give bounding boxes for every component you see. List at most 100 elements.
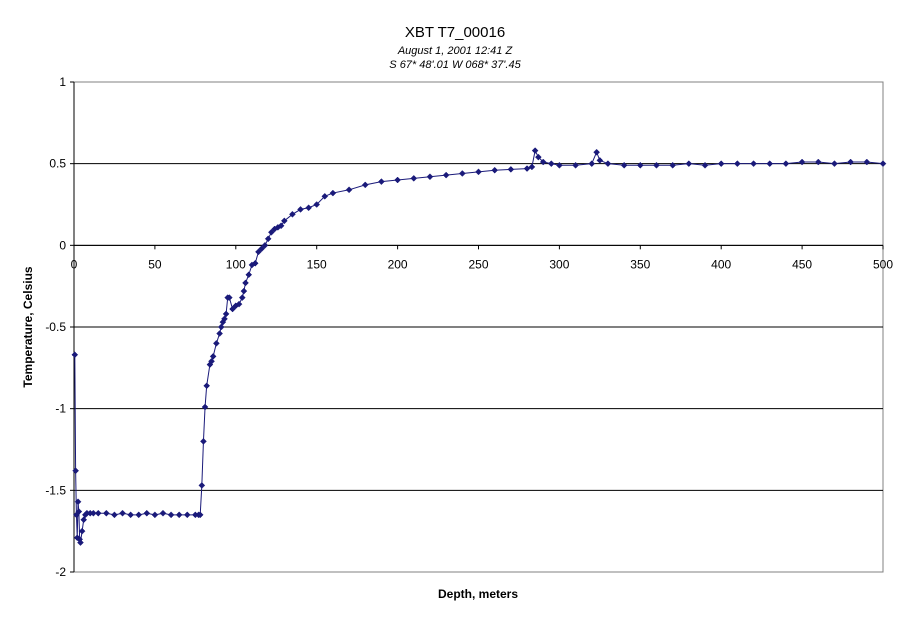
data-point — [71, 351, 79, 359]
data-point — [556, 161, 563, 169]
y-tick-label: -0.5 — [45, 320, 66, 334]
data-point — [313, 201, 321, 208]
x-axis: 0 50 100 150 200 250 300 350 400 450 500 — [71, 244, 893, 271]
x-tick-label: 0 — [71, 257, 78, 271]
data-point — [201, 403, 209, 411]
x-tick-label: 50 — [148, 257, 162, 271]
data-point — [261, 241, 269, 249]
data-point — [717, 160, 725, 168]
data-point — [75, 508, 83, 515]
data-point — [77, 539, 84, 546]
data-point — [394, 176, 401, 184]
data-point — [103, 509, 110, 517]
data-point — [669, 161, 677, 169]
data-point — [604, 160, 612, 168]
y-axis-ticks: 1 0.5 0 -0.5 -1 -1.5 -2 — [45, 75, 75, 579]
data-point — [491, 166, 499, 174]
data-point — [636, 161, 644, 169]
data-point — [814, 158, 822, 166]
data-point — [596, 157, 604, 164]
data-point — [196, 511, 204, 519]
y-tick-label: 1 — [59, 75, 66, 89]
data-point — [280, 217, 288, 225]
data-point — [217, 323, 225, 331]
data-point — [345, 186, 353, 194]
data-point — [94, 509, 102, 517]
data-point — [458, 170, 466, 177]
data-point — [264, 235, 272, 243]
data-point — [410, 175, 418, 182]
x-tick-label: 250 — [468, 257, 488, 271]
data-point — [523, 165, 531, 172]
chart-title: XBT T7_00016 — [405, 24, 505, 41]
x-tick-label: 400 — [711, 257, 731, 271]
data-point — [74, 498, 82, 506]
x-tick-label: 200 — [388, 257, 408, 271]
data-point — [90, 509, 97, 517]
data-point — [225, 294, 233, 301]
data-point — [539, 158, 547, 166]
data-point — [78, 527, 86, 535]
data-point — [242, 279, 249, 287]
y-tick-label: -2 — [55, 565, 66, 579]
data-point — [305, 204, 312, 212]
data-point — [531, 147, 539, 154]
data-point — [831, 160, 838, 168]
data-point — [167, 511, 175, 519]
data-point — [535, 153, 542, 161]
data-point — [426, 173, 434, 181]
y-tick-label: -1.5 — [45, 483, 66, 497]
x-axis-title: Depth, meters — [438, 587, 518, 601]
data-point — [159, 509, 167, 517]
data-point — [289, 210, 296, 218]
data-point — [277, 222, 285, 230]
data-point — [208, 357, 215, 365]
data-point — [80, 516, 88, 524]
y-tick-label: 0 — [59, 238, 66, 252]
data-point — [151, 511, 159, 519]
data-point — [620, 161, 628, 169]
data-point — [475, 168, 482, 176]
data-point — [240, 287, 248, 295]
x-tick-label: 150 — [307, 257, 327, 271]
data-point — [235, 300, 243, 308]
x-tick-label: 100 — [226, 257, 246, 271]
data-point — [209, 353, 217, 360]
data-point — [245, 271, 253, 279]
data-point — [175, 511, 183, 519]
data-point — [653, 161, 660, 169]
data-point — [229, 305, 236, 313]
data-point — [183, 511, 191, 519]
x-tick-label: 500 — [873, 257, 893, 271]
data-point — [268, 228, 275, 236]
data-point — [588, 160, 596, 168]
x-tick-label: 450 — [792, 257, 812, 271]
chart-subtitle-date: August 1, 2001 12:41 Z — [397, 45, 514, 57]
data-point — [547, 160, 555, 168]
data-point — [847, 158, 854, 166]
y-tick-label: -1 — [55, 402, 66, 416]
data-point — [258, 245, 266, 252]
data-point — [782, 160, 790, 168]
data-point — [203, 382, 211, 390]
data-point — [238, 294, 246, 301]
data-point — [329, 189, 337, 197]
y-axis-title: Temperature, Celsius — [21, 266, 35, 387]
data-point — [798, 158, 806, 166]
data-point — [251, 259, 259, 267]
data-point — [255, 248, 262, 256]
data-point — [213, 339, 220, 347]
data-point — [221, 315, 228, 323]
data-series — [71, 147, 887, 546]
data-point — [222, 310, 230, 318]
data-point — [766, 160, 774, 168]
data-point — [572, 161, 579, 169]
data-point — [119, 509, 126, 517]
data-point — [361, 181, 369, 189]
data-point — [863, 158, 871, 166]
data-point — [216, 330, 223, 337]
data-point — [127, 511, 134, 519]
data-point — [507, 166, 515, 173]
data-point — [198, 482, 206, 489]
